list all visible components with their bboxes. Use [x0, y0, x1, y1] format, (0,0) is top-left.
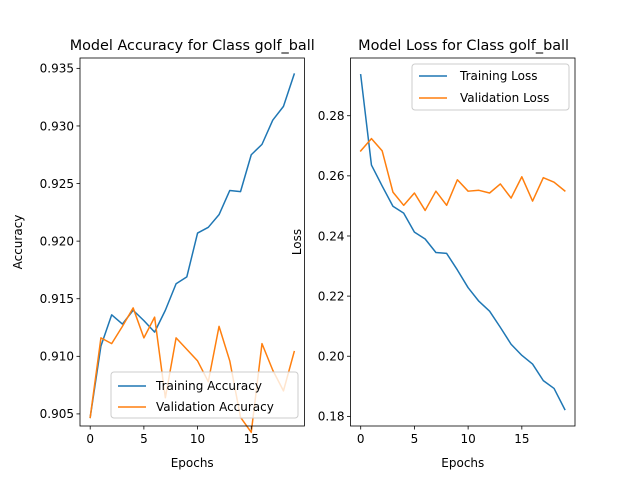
loss-x-tick-label: 0: [357, 432, 365, 446]
loss-series-line-validation: [359, 137, 566, 212]
loss-series-line-training: [359, 74, 566, 411]
loss-legend: Training Loss Validation Loss: [411, 63, 570, 111]
loss-y-tick-label: 0.26: [318, 169, 345, 183]
loss-y-tick-label: 0.24: [318, 229, 345, 243]
accuracy-y-tick-label: 0.920: [40, 234, 74, 248]
accuracy-legend-label-validation: Validation Accuracy: [156, 400, 274, 414]
accuracy-x-tick-label: 10: [190, 432, 205, 446]
accuracy-chart-title: Model Accuracy for Class golf_ball: [70, 38, 315, 54]
loss-legend-box: [411, 63, 570, 111]
loss-x-tick-label: 10: [460, 432, 475, 446]
loss-x-axis-title: Epochs: [441, 456, 484, 470]
accuracy-series-line-validation: [89, 307, 296, 434]
loss-y-axis-title: Loss: [290, 229, 304, 255]
accuracy-legend-label-training: Training Accuracy: [155, 379, 262, 393]
loss-x-tick-label: 15: [514, 432, 529, 446]
accuracy-y-tick-label: 0.925: [40, 177, 74, 191]
accuracy-y-tick-label: 0.935: [40, 62, 74, 76]
accuracy-chart: Model Accuracy for Class golf_ball 0 5 10 1…: [11, 38, 315, 470]
accuracy-y-tick-label: 0.915: [40, 292, 74, 306]
loss-plot-frame: [350, 57, 576, 427]
accuracy-legend: Training Accuracy Validation Accuracy: [110, 371, 299, 419]
loss-plot-area: 0 5 10 15 0.18 0.20 0.22 0.24 0.26 0.28: [318, 57, 576, 446]
accuracy-x-tick-label: 0: [86, 432, 94, 446]
loss-legend-label-training: Training Loss: [459, 69, 537, 83]
accuracy-x-tick-label: 5: [140, 432, 148, 446]
loss-x-tick-label: 5: [411, 432, 419, 446]
accuracy-series-line-training: [89, 73, 296, 419]
accuracy-y-tick-label: 0.905: [40, 407, 74, 421]
loss-y-tick-label: 0.22: [318, 289, 345, 303]
accuracy-plot-frame: [79, 57, 305, 427]
accuracy-y-tick-label: 0.930: [40, 119, 74, 133]
accuracy-x-tick-label: 15: [244, 432, 259, 446]
accuracy-plot-area: 0 5 10 15 0.905 0.910 0.915 0.920 0.925 0.930 0.93…: [40, 57, 305, 446]
loss-y-tick-label: 0.28: [318, 109, 345, 123]
accuracy-x-axis-title: Epochs: [171, 456, 214, 470]
loss-legend-label-validation: Validation Loss: [460, 91, 549, 105]
accuracy-legend-box: [110, 371, 299, 419]
loss-chart: Model Loss for Class golf_ball 0 5 10 15 0.1…: [290, 38, 576, 470]
accuracy-y-tick-label: 0.910: [40, 350, 74, 364]
loss-y-tick-label: 0.18: [318, 410, 345, 424]
loss-chart-title: Model Loss for Class golf_ball: [358, 38, 569, 54]
loss-y-tick-label: 0.20: [318, 350, 345, 364]
accuracy-y-axis-title: Accuracy: [11, 215, 25, 270]
